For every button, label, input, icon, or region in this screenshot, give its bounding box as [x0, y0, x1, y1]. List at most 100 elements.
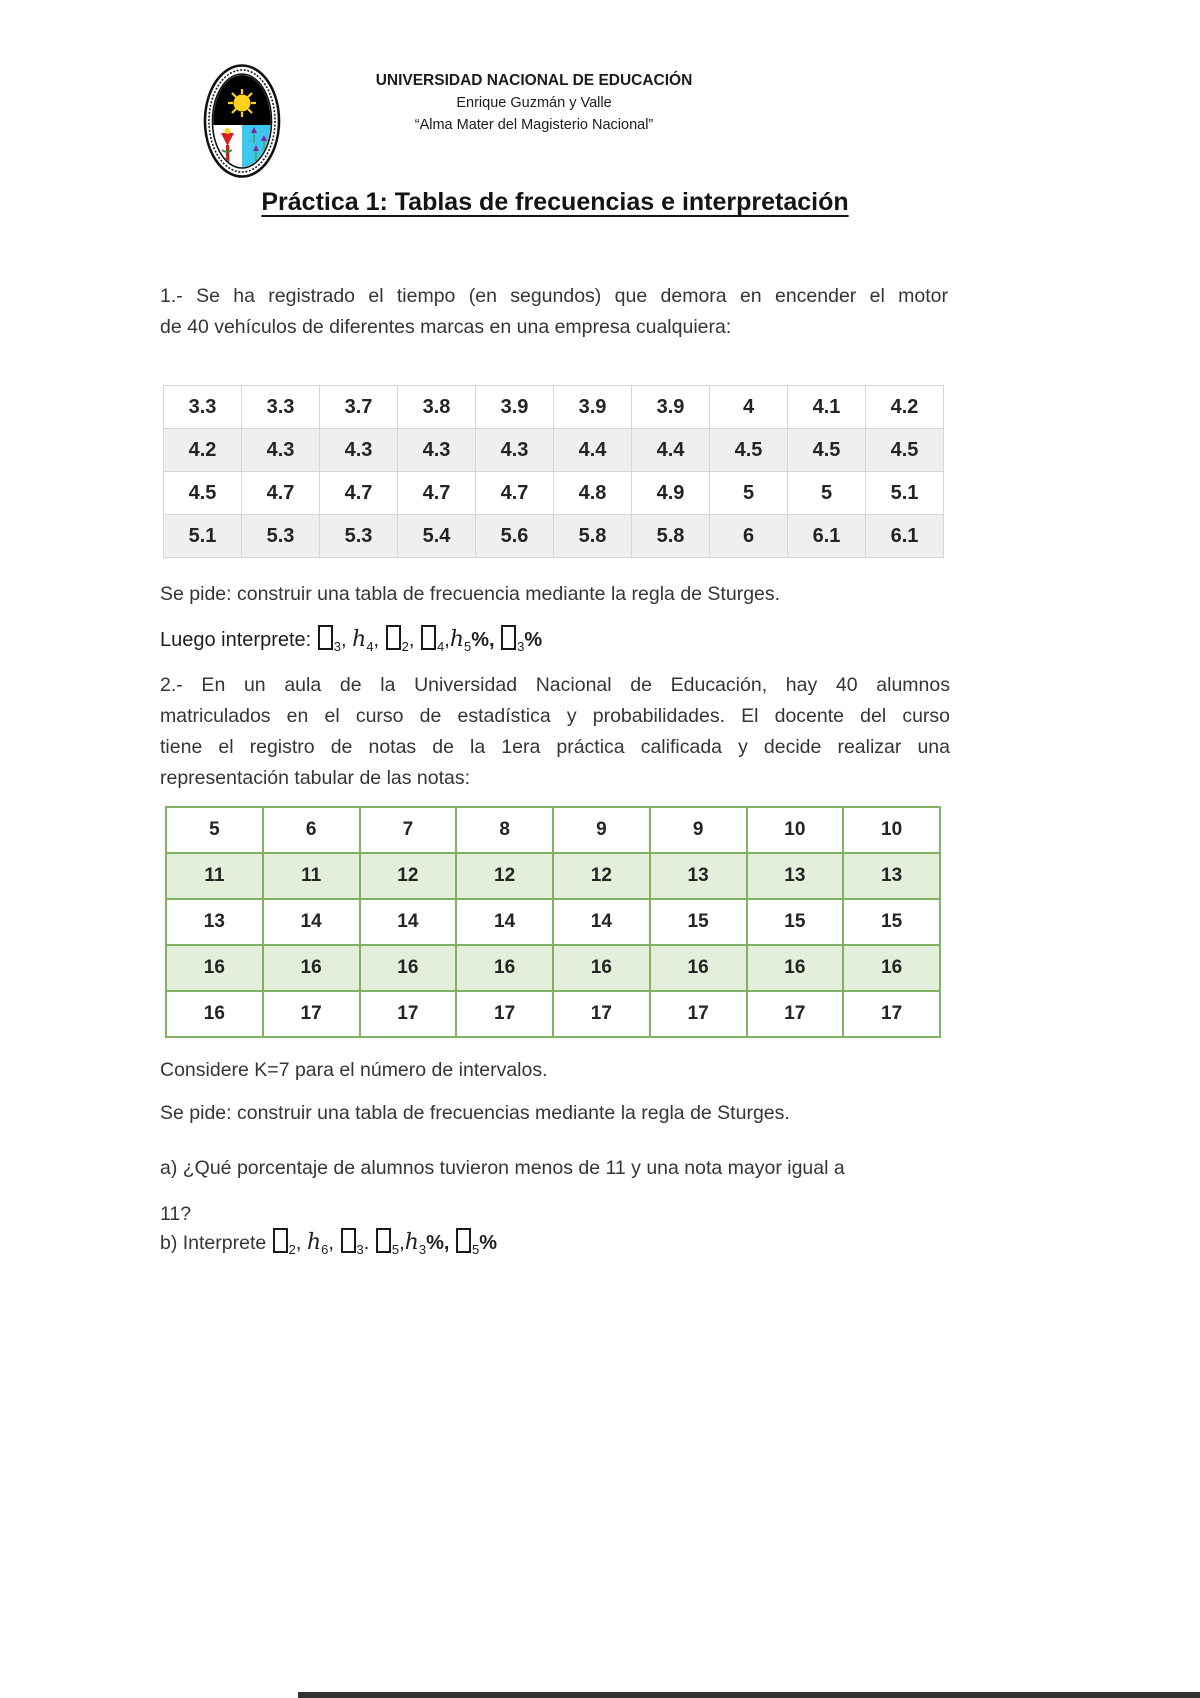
table-cell: 4.2: [865, 385, 944, 429]
question-b-prefix: b) Interprete: [160, 1232, 272, 1254]
table-cell: 11: [261, 852, 361, 900]
table-cell: 3.9: [475, 385, 554, 429]
math-subscript: 5: [391, 1242, 400, 1257]
table-row: 13 14 14 14 14 15 15 15: [165, 898, 941, 946]
math-subscript: 5: [472, 1242, 480, 1257]
math-separator: ,: [341, 629, 353, 651]
table-cell: 6.1: [865, 514, 944, 558]
university-seal-logo: [203, 63, 281, 179]
sun-icon: [228, 89, 256, 117]
table-cell: 16: [165, 990, 264, 1038]
missing-glyph-box: [317, 625, 333, 650]
math-subscript: 5: [464, 639, 472, 654]
interpret-tokens: 2, h6, 3. 5,h3%, 5%: [272, 1228, 498, 1257]
table-cell: 3.9: [631, 385, 710, 429]
math-variable: h: [352, 627, 367, 652]
math-subscript: 2: [288, 1242, 296, 1257]
page-title: Práctica 1: Tablas de frecuencias e inte…: [261, 188, 849, 216]
math-separator: ,: [295, 1232, 307, 1254]
data-table-seconds: 3.3 3.3 3.7 3.8 3.9 3.9 3.9 4 4.1 4.2 4.2 4.3 4.3 4.3…: [163, 385, 944, 558]
table-cell: 4.5: [865, 428, 944, 472]
table-cell: 4.3: [397, 428, 476, 472]
table-row: 16 17 17 17 17 17 17 17: [165, 990, 941, 1038]
table-row: 16 16 16 16 16 16 16 16: [165, 944, 941, 992]
table-cell: 8: [455, 806, 554, 854]
table-cell: 16: [648, 944, 748, 992]
table-cell: 14: [261, 898, 361, 946]
math-variable: h: [404, 1230, 419, 1255]
statement-line: representación tabular de las notas:: [160, 767, 471, 789]
missing-glyph-box: [375, 1228, 391, 1253]
table-cell: 5.3: [319, 514, 398, 558]
table-cell: 16: [261, 944, 361, 992]
math-variable: h: [449, 627, 464, 652]
table-cell: 16: [165, 944, 264, 992]
flowers-icon: [251, 127, 267, 161]
math-subscript: 4: [437, 639, 445, 654]
torch-icon: [221, 128, 234, 165]
table-cell: 4: [709, 385, 788, 429]
problem1-statement: 1.- Se ha registrado el tiempo (en segun…: [160, 281, 948, 343]
next-page-edge: [298, 1692, 1200, 1698]
table-row: 4.2 4.3 4.3 4.3 4.3 4.4 4.4 4.5 4.5 4.5: [163, 428, 944, 472]
table-cell: 9: [552, 806, 651, 854]
table-cell: 6: [709, 514, 788, 558]
document-header: UNIVERSIDAD NACIONAL DE EDUCACIÓN Enriqu…: [318, 69, 750, 136]
table-cell: 3.8: [397, 385, 476, 429]
university-seal-icon: [203, 64, 281, 178]
problem2-statement: 2.- En un aula de la Universidad Naciona…: [160, 670, 950, 794]
table-cell: 12: [455, 852, 554, 900]
missing-glyph-box: [456, 1228, 472, 1253]
table-cell: 3.7: [319, 385, 398, 429]
missing-glyph-box: [421, 625, 437, 650]
percent-sign: %: [479, 1232, 498, 1254]
math-separator: ,: [328, 1232, 340, 1254]
table-cell: 10: [842, 806, 941, 854]
table-cell: 5.1: [865, 471, 944, 515]
table-cell: 11: [165, 852, 264, 900]
data-table-grades: 5 6 7 8 9 9 10 10 11 11 12 12 12 13 13 13 13 14 14 14 14 15 15…: [165, 806, 941, 1038]
table-cell: 7: [358, 806, 458, 854]
math-variable: h: [307, 1230, 322, 1255]
table-cell: 5.8: [553, 514, 632, 558]
table-row: 4.5 4.7 4.7 4.7 4.7 4.8 4.9 5 5 5.1: [163, 471, 944, 515]
math-separator: .: [363, 1232, 375, 1254]
statement-line: matriculados en el curso de estadística …: [160, 705, 950, 727]
math-separator: ,: [443, 1232, 456, 1254]
problem2-note-k: Considere K=7 para el número de interval…: [160, 1059, 548, 1081]
math-subscript: 2: [401, 639, 409, 654]
table-cell: 4.2: [163, 428, 242, 472]
problem2-question-b: b) Interprete 2, h6, 3. 5,h3%, 5%: [160, 1228, 498, 1257]
math-subscript: 3: [418, 1242, 427, 1257]
math-separator: ,: [444, 629, 450, 651]
table-cell: 17: [648, 990, 748, 1038]
missing-glyph-box: [501, 625, 517, 650]
table-cell: 3.3: [163, 385, 242, 429]
table-cell: 5.3: [241, 514, 320, 558]
table-cell: 3.3: [241, 385, 320, 429]
table-cell: 4.3: [319, 428, 398, 472]
missing-glyph-box: [272, 1228, 288, 1253]
table-cell: 4.4: [553, 428, 632, 472]
table-cell: 5: [787, 471, 866, 515]
table-cell: 3.9: [553, 385, 632, 429]
math-separator: ,: [373, 629, 385, 651]
math-subscript: 3: [333, 639, 342, 654]
table-row: 5 6 7 8 9 9 10 10: [165, 806, 941, 854]
table-cell: 14: [552, 898, 651, 946]
table-cell: 13: [648, 852, 748, 900]
interpret-tokens: 3, h4, 2, 4,h5%, 3%: [317, 625, 543, 654]
table-cell: 16: [842, 944, 941, 992]
table-cell: 10: [745, 806, 845, 854]
table-cell: 16: [745, 944, 845, 992]
table-cell: 15: [648, 898, 748, 946]
table-cell: 4.7: [397, 471, 476, 515]
table-cell: 17: [745, 990, 845, 1038]
table-cell: 17: [261, 990, 361, 1038]
problem2-question-a: a) ¿Qué porcentaje de alumnos tuvieron m…: [160, 1145, 960, 1237]
missing-glyph-box: [340, 1228, 356, 1253]
percent-sign: %: [524, 629, 543, 651]
statement-line: de 40 vehículos de diferentes marcas en …: [160, 316, 732, 338]
statement-line: tiene el registro de notas de la 1era pr…: [160, 736, 950, 758]
table-cell: 4.1: [787, 385, 866, 429]
